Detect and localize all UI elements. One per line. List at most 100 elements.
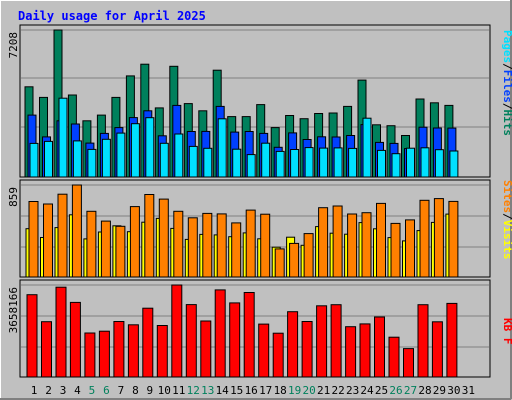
bar-pages-day-12 <box>188 145 198 178</box>
bar-sites-day-14 <box>216 213 227 278</box>
ymax-label-hits-files-pages: 7208 <box>7 32 20 59</box>
bar-sites-day-9 <box>144 194 155 278</box>
series-label-part-4: Hits <box>501 110 512 137</box>
day-label-20: 20 <box>302 384 315 397</box>
bar-kbytes-day-18 <box>272 332 284 378</box>
day-label-8: 8 <box>132 384 139 397</box>
bar-sites-day-6 <box>100 220 111 278</box>
day-label-27: 27 <box>404 384 417 397</box>
day-label-29: 29 <box>433 384 446 397</box>
day-label-23: 23 <box>346 384 359 397</box>
bar-pages-day-24 <box>362 117 372 178</box>
bar-pages-day-3 <box>58 97 68 178</box>
bar-sites-day-18 <box>274 248 285 278</box>
bar-kbytes-day-11 <box>171 284 183 378</box>
bar-sites-day-5 <box>86 210 97 278</box>
day-label-12: 12 <box>187 384 200 397</box>
bar-kbytes-day-21 <box>316 305 328 378</box>
bar-kbytes-day-20 <box>301 321 313 378</box>
bar-kbytes-day-25 <box>374 316 385 378</box>
day-label-1: 1 <box>31 384 38 397</box>
bar-kbytes-day-22 <box>330 304 342 378</box>
ymax-label-visits-sites: 859 <box>7 187 20 207</box>
bar-pages-day-25 <box>377 149 386 178</box>
ymax-labels: 7208 859 3658166 <box>7 32 20 333</box>
bar-kbytes-day-2 <box>41 321 52 378</box>
bar-sites-day-30 <box>448 200 459 278</box>
bar-kbytes-day-15 <box>229 302 241 378</box>
day-label-16: 16 <box>245 384 258 397</box>
bar-sites-day-17 <box>260 213 271 278</box>
bar-pages-day-18 <box>275 150 285 178</box>
day-label-11: 11 <box>172 384 185 397</box>
ymax-label-kbytes: 3658166 <box>7 287 20 333</box>
bar-kbytes-day-27 <box>403 348 414 378</box>
bar-pages-day-20 <box>304 147 314 178</box>
series-label-part-3: / <box>501 103 512 110</box>
day-label-22: 22 <box>331 384 344 397</box>
day-label-28: 28 <box>418 384 431 397</box>
day-label-31: 31 <box>462 384 475 397</box>
day-label-6: 6 <box>103 384 110 397</box>
day-label-9: 9 <box>146 384 153 397</box>
bar-kbytes-day-29 <box>431 321 443 378</box>
series-label-part-0: Pages <box>501 30 512 63</box>
day-label-14: 14 <box>216 384 230 397</box>
bar-pages-day-2 <box>44 140 53 178</box>
day-label-3: 3 <box>60 384 67 397</box>
bar-pages-day-23 <box>348 147 358 178</box>
day-label-4: 4 <box>74 384 81 397</box>
series-label-part-1: / <box>501 213 512 220</box>
series-label-part-2: F <box>501 338 512 345</box>
day-label-26: 26 <box>389 384 402 397</box>
chart-title: Daily usage for April 2025 <box>18 9 206 23</box>
bar-sites-day-13 <box>202 212 213 278</box>
bar-pages-day-16 <box>246 154 256 178</box>
bar-kbytes-day-14 <box>214 289 226 378</box>
day-label-18: 18 <box>274 384 287 397</box>
day-label-10: 10 <box>158 384 171 397</box>
day-label-7: 7 <box>118 384 125 397</box>
series-label-hits-files-pages: Pages/Files/Hits <box>501 30 512 136</box>
bar-pages-day-8 <box>130 123 140 178</box>
bar-sites-day-12 <box>187 217 198 278</box>
bar-kbytes-day-24 <box>359 323 371 378</box>
bar-kbytes-day-1 <box>26 294 38 378</box>
bar-pages-day-4 <box>72 140 82 178</box>
bar-pages-day-15 <box>232 148 242 178</box>
bar-sites-day-27 <box>405 219 415 278</box>
bar-pages-day-22 <box>333 147 343 178</box>
bar-sites-day-4 <box>71 184 82 278</box>
day-label-25: 25 <box>375 384 388 397</box>
bar-kbytes-day-4 <box>69 301 81 378</box>
series-label-part-2: Files <box>501 70 512 103</box>
bars-layer <box>24 29 459 378</box>
series-label-part-0: KB <box>501 318 512 332</box>
bar-kbytes-day-10 <box>156 325 168 378</box>
day-label-5: 5 <box>89 384 96 397</box>
bar-pages-day-29 <box>434 149 444 178</box>
series-label-part-2: Visits <box>501 220 512 260</box>
day-label-2: 2 <box>45 384 52 397</box>
bar-sites-day-7 <box>115 225 126 278</box>
bar-kbytes-day-8 <box>127 324 139 378</box>
bar-sites-day-2 <box>43 203 53 278</box>
bar-sites-day-10 <box>158 198 169 278</box>
bar-pages-day-9 <box>145 117 155 178</box>
bar-sites-day-19 <box>289 242 300 278</box>
series-label-part-0: Sites <box>501 180 512 213</box>
bar-pages-day-21 <box>319 147 329 178</box>
series-label-kbytes: KB F <box>501 318 512 345</box>
bar-sites-day-11 <box>173 210 184 278</box>
bar-pages-day-26 <box>391 153 401 178</box>
day-label-21: 21 <box>317 384 330 397</box>
bar-sites-day-15 <box>231 222 242 278</box>
bar-kbytes-day-23 <box>345 326 357 378</box>
bar-sites-day-20 <box>303 233 314 278</box>
bar-pages-day-27 <box>406 147 415 178</box>
bar-pages-day-1 <box>29 142 39 178</box>
bar-kbytes-day-17 <box>258 323 270 378</box>
series-label-part-1: / <box>501 63 512 70</box>
day-label-19: 19 <box>288 384 301 397</box>
